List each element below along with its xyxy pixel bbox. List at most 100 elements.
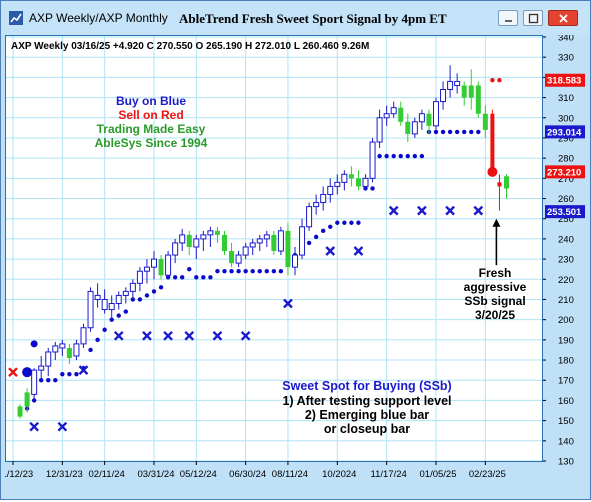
candle-body (122, 290, 129, 296)
support-dot (88, 347, 93, 353)
x-mark-stroke (57, 421, 68, 432)
candle-body (172, 242, 179, 256)
y-tick-label: 240 (558, 234, 574, 245)
close-button[interactable] (548, 10, 578, 26)
maximize-button[interactable] (523, 10, 543, 26)
support-dot (384, 153, 389, 159)
candle (94, 283, 101, 308)
x-mark (78, 365, 89, 375)
y-tick-label: 250 (558, 214, 574, 225)
y-tick-label: 310 (558, 93, 574, 104)
candle-body (151, 258, 157, 268)
candle-body (341, 173, 348, 183)
support-dot (257, 269, 262, 274)
x-mark-stroke (8, 367, 18, 378)
big-signal-dot (22, 367, 33, 378)
chart-tabs[interactable]: AXP Weekly/AXP Monthly (29, 11, 168, 25)
fresh-line-1: Fresh (479, 266, 512, 280)
support-dot (137, 297, 143, 302)
y-tick-label: 220 (558, 275, 574, 286)
support-dot (469, 129, 474, 135)
candle-body (433, 101, 439, 127)
x-mark (417, 205, 427, 216)
candle (249, 238, 256, 256)
sweet-spot-line-3: or closeup bar (324, 422, 410, 436)
candle (129, 279, 136, 300)
x-mark-stroke (113, 330, 124, 341)
candle-body (418, 113, 425, 123)
price-tag: 318.583 (545, 73, 585, 87)
x-mark (445, 205, 455, 216)
candle (179, 228, 186, 252)
x-mark (113, 330, 124, 341)
support-dot (412, 153, 418, 159)
support-dot (433, 129, 439, 135)
candle-body (129, 282, 136, 292)
candle-body (440, 88, 447, 103)
support-dot (187, 266, 192, 272)
price-tag-label: 318.583 (547, 76, 581, 87)
candle-body (17, 406, 23, 417)
support-dot (201, 275, 206, 280)
support-dot (398, 153, 403, 159)
candle-body (229, 251, 235, 264)
support-dot (271, 269, 277, 274)
y-tick-label: 210 (558, 295, 574, 306)
support-dot (60, 371, 65, 377)
candle (242, 242, 249, 260)
candle-body (362, 177, 369, 187)
y-tick-label: 330 (558, 53, 574, 64)
candle (504, 174, 509, 199)
candle-body (115, 294, 122, 305)
price-tag: 293.014 (545, 125, 585, 139)
support-dot (74, 371, 79, 377)
x-mark (353, 246, 364, 256)
fresh-line-2: aggressive (464, 280, 527, 294)
big-signal-dot (487, 166, 498, 177)
candle-body (94, 294, 101, 300)
candle (490, 109, 495, 175)
candle (115, 291, 122, 310)
candle-body (327, 185, 334, 195)
y-tick-label: 190 (558, 335, 574, 346)
x-mark (163, 330, 173, 341)
candle (320, 186, 327, 211)
support-dot (405, 153, 410, 159)
candle-body (447, 80, 454, 90)
support-dot (349, 220, 354, 225)
candle-body (158, 259, 164, 276)
support-dot (250, 269, 255, 274)
sweet-spot-title: Sweet Spot for Buying (SSb) (282, 379, 451, 393)
support-dot (222, 269, 227, 274)
candle-body (80, 327, 87, 345)
arrow-head (492, 218, 501, 227)
candle (263, 230, 270, 247)
axis-panel (543, 35, 587, 497)
candle-body (497, 182, 502, 187)
price-tag: 273.210 (545, 165, 585, 179)
x-tick-label: 12/31/23 (46, 469, 83, 480)
y-tick-label: 230 (558, 255, 574, 266)
minimize-button[interactable] (498, 10, 518, 26)
candle (461, 81, 467, 106)
candle (73, 339, 80, 361)
x-mark (184, 330, 195, 341)
candle-body (87, 290, 94, 329)
x-tick-label: 02/23/25 (469, 469, 506, 480)
price-tag-label: 293.014 (547, 127, 582, 138)
support-dot (46, 378, 51, 383)
candle (31, 368, 38, 399)
support-dot (116, 313, 121, 318)
x-tick-label: 06/30/24 (229, 469, 266, 480)
candle (390, 101, 397, 118)
candle-body (285, 230, 291, 268)
candle (475, 81, 481, 118)
y-tick-label: 340 (558, 35, 574, 44)
support-dot (194, 275, 199, 280)
support-dot (321, 228, 326, 234)
candle-body (165, 254, 172, 276)
support-dot (335, 220, 340, 225)
app-logo-icon (9, 11, 23, 25)
price-chart[interactable]: 3403303203103002902802702602502402302202… (0, 33, 587, 497)
legend-made-easy: Trading Made Easy (97, 122, 206, 136)
